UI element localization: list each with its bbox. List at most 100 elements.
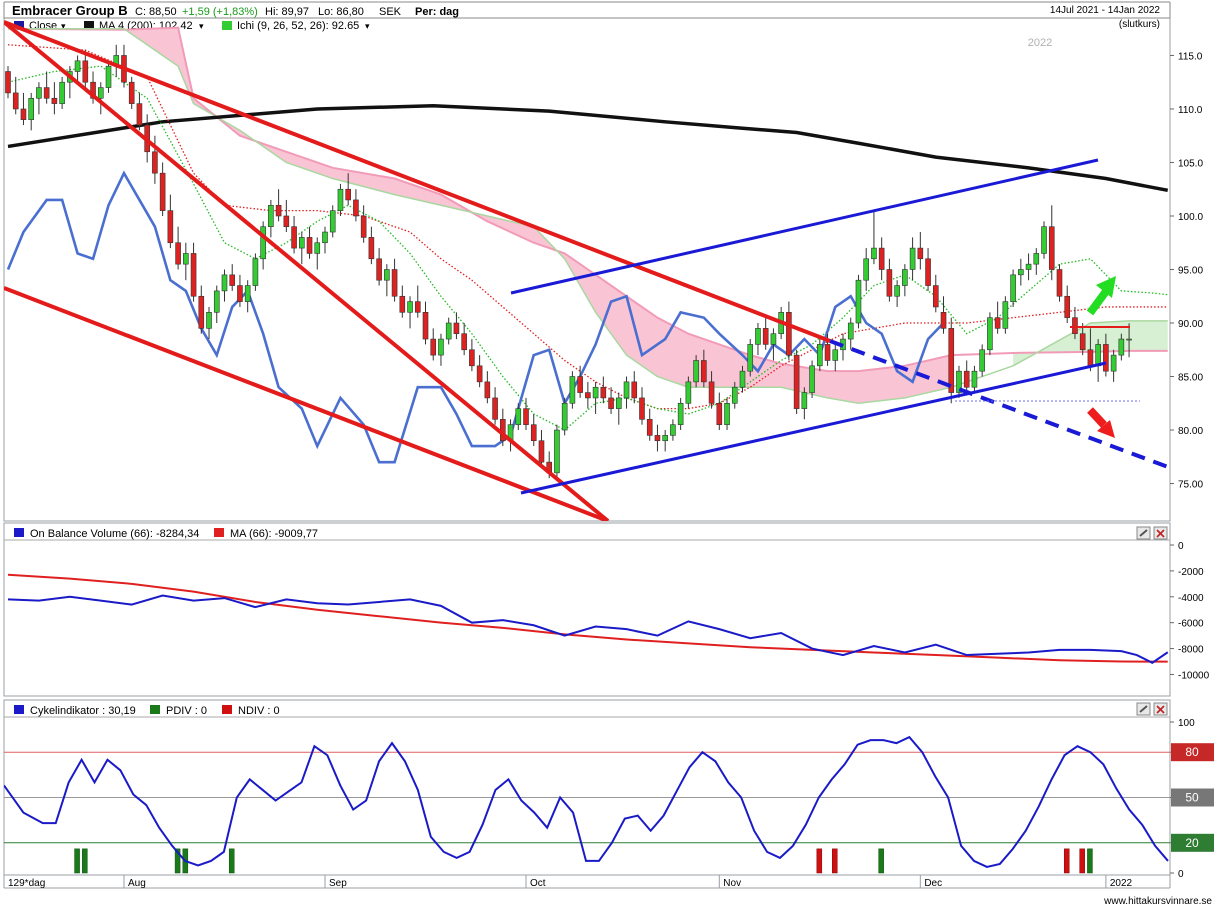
candle-body <box>824 344 831 361</box>
candle-body <box>561 402 568 431</box>
price-tick-label: 80.00 <box>1178 426 1203 437</box>
obv-ma-line <box>7 573 1168 663</box>
obv-tick-label: -2000 <box>1178 567 1204 578</box>
candle-body <box>384 269 390 281</box>
candle <box>809 360 815 398</box>
candle-body <box>1002 301 1009 329</box>
candle-body <box>128 81 135 104</box>
candle-body <box>484 381 491 399</box>
candle-body <box>453 322 460 335</box>
candle-body <box>337 188 344 211</box>
pdiv-bar <box>1087 848 1093 874</box>
price-tick-label: 90.00 <box>1178 319 1203 330</box>
close-icon <box>1156 705 1165 714</box>
candle <box>59 76 65 109</box>
candle <box>755 323 761 356</box>
close-value: C: 88,50 <box>135 6 177 18</box>
candle <box>314 237 321 270</box>
candle <box>74 55 81 83</box>
candle <box>1056 264 1063 302</box>
candle <box>739 365 746 393</box>
close-legend-swatch <box>14 21 24 30</box>
candle <box>561 397 568 436</box>
candle-body <box>152 151 158 174</box>
candle-body <box>987 317 993 351</box>
candle <box>469 339 475 372</box>
bars-count-label: 129*dag <box>8 878 45 889</box>
candle <box>940 296 947 334</box>
pdiv-bar <box>878 848 884 874</box>
candle-body <box>167 210 174 244</box>
price-type: (slutkurs) <box>1119 19 1160 30</box>
ma-legend-dropdown-icon[interactable]: ▾ <box>199 21 204 31</box>
candle <box>894 280 900 307</box>
candle-body <box>291 226 297 249</box>
candle <box>82 50 89 88</box>
obv-close-button[interactable] <box>1153 526 1168 540</box>
obv-legend-swatch <box>14 528 24 537</box>
senkou-span-b <box>8 27 1168 405</box>
candle <box>445 317 452 345</box>
candle-body <box>855 279 862 324</box>
cycle-close-button[interactable] <box>1153 702 1168 716</box>
close-legend-dropdown-icon[interactable]: ▾ <box>61 21 66 31</box>
candle <box>925 248 931 291</box>
cycle-panel: Cykelindikator : 30,19 PDIV : 0 NDIV : 0… <box>3 699 1214 880</box>
candle <box>909 237 916 281</box>
candle-body <box>592 386 599 399</box>
candle-body <box>298 237 305 249</box>
candle <box>1025 253 1032 281</box>
candle <box>283 199 290 233</box>
obv-settings-button[interactable] <box>1136 526 1151 540</box>
candle <box>902 264 908 297</box>
candle <box>654 424 661 452</box>
candle-body <box>1064 295 1071 318</box>
price-tick-label: 75.00 <box>1178 480 1203 491</box>
ichi-legend-label: Ichi (9, 26, 52, 26): 92.65 <box>237 20 359 32</box>
candle-body <box>832 349 839 361</box>
ichi-legend-dropdown-icon[interactable]: ▾ <box>365 21 370 31</box>
candle-body <box>940 312 947 329</box>
candle-body <box>74 60 81 72</box>
obv-tick-label: -8000 <box>1178 645 1204 656</box>
candle-body <box>353 199 359 217</box>
candle <box>1103 333 1109 377</box>
cycle-tick-label: 100 <box>1178 718 1195 729</box>
candle <box>384 264 390 297</box>
candle <box>871 210 877 265</box>
candle-body <box>1033 253 1040 265</box>
price-tick-label: 85.00 <box>1178 373 1203 384</box>
candle <box>608 387 614 414</box>
cycle-legend-label: Cykelindikator : 30,19 <box>30 705 136 717</box>
time-tick-label: Dec <box>924 878 942 889</box>
candle-body <box>817 344 823 367</box>
candle-body <box>1095 344 1101 367</box>
source-link[interactable]: www.hittakursvinnare.se <box>1103 896 1212 906</box>
candle-body <box>1072 317 1078 335</box>
candle-body <box>252 258 259 286</box>
candle-body <box>685 381 692 404</box>
obv-axis: 0 -2000 -4000 -6000 -8000 -10000 <box>1170 541 1210 681</box>
cycle-tick-label: 0 <box>1178 869 1184 880</box>
candle-body <box>90 81 96 99</box>
obv-plot <box>7 573 1169 664</box>
wrench-icon <box>1139 529 1148 537</box>
candle <box>932 274 939 313</box>
candle <box>1002 296 1009 334</box>
candle-body <box>786 312 792 356</box>
red-downtrend-line-lower <box>4 286 609 521</box>
candle <box>36 82 42 115</box>
candle <box>693 355 699 388</box>
candle-body <box>917 247 924 260</box>
candle <box>260 221 266 270</box>
candle-body <box>747 344 754 372</box>
candle <box>1064 285 1071 324</box>
candle-body <box>283 215 290 227</box>
candle <box>948 317 955 404</box>
candle <box>515 403 522 431</box>
candle <box>329 205 336 238</box>
candle <box>376 248 382 286</box>
candle <box>159 162 166 216</box>
cycle-settings-button[interactable] <box>1136 702 1151 716</box>
candle-body <box>654 435 661 442</box>
